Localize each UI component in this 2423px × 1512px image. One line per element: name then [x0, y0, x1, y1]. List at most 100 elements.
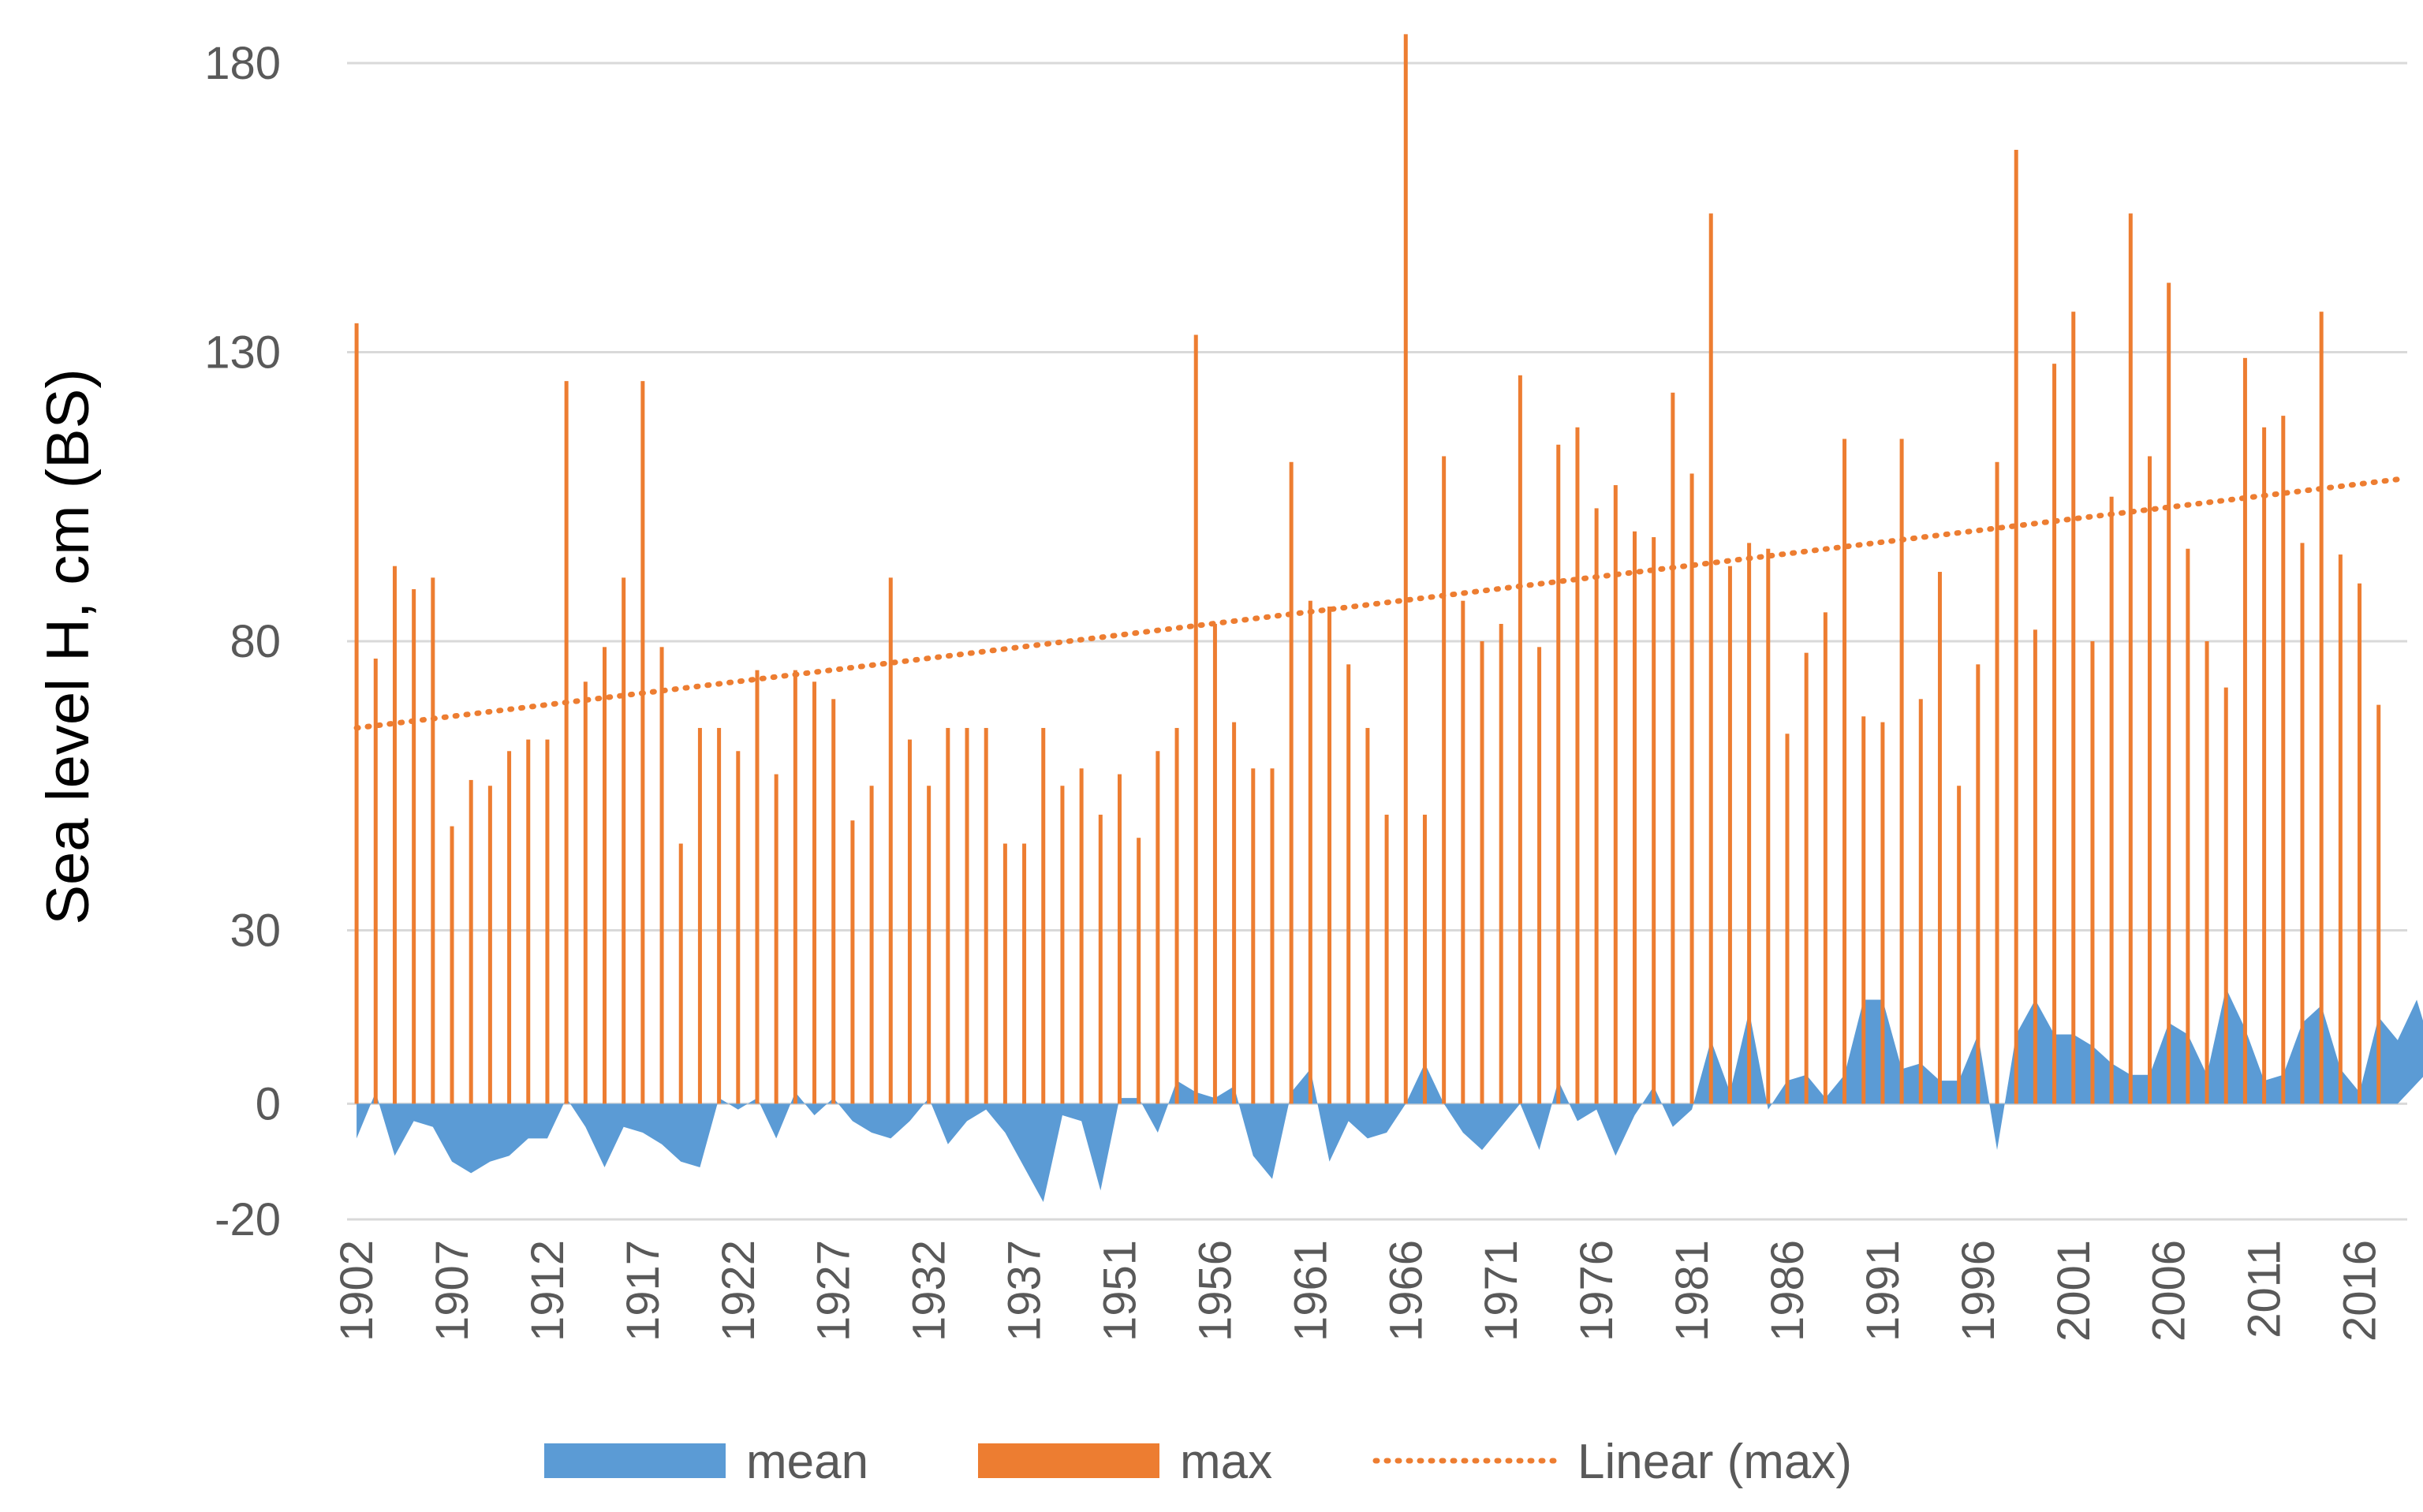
max-bar-1914	[583, 681, 588, 1104]
max-bar-1955	[1193, 334, 1198, 1104]
max-bar-1950	[1098, 814, 1103, 1104]
max-bar-1962	[1327, 607, 1332, 1104]
max-bar-1922	[736, 751, 741, 1104]
max-bar-2001	[2071, 312, 2076, 1104]
legend-label-max: max	[1180, 1435, 1272, 1489]
max-bar-1966	[1403, 34, 1408, 1104]
x-tick-label: 1922	[713, 1240, 764, 1342]
max-bar-2002	[2090, 641, 2095, 1104]
max-bar-1973	[1537, 647, 1542, 1104]
max-bar-1930	[888, 577, 893, 1104]
mean-series-area	[357, 987, 2423, 1203]
x-tick-label: 1966	[1380, 1240, 1432, 1342]
x-tick-label: 1986	[1762, 1240, 1813, 1342]
max-bar-1985	[1766, 548, 1771, 1104]
x-tick-label: 1917	[618, 1240, 669, 1342]
max-bar-1984	[1747, 543, 1752, 1104]
max-bar-1971	[1499, 624, 1503, 1104]
max-bar-2016	[2358, 583, 2362, 1104]
x-tick-label: 2006	[2144, 1240, 2195, 1342]
max-bar-2010	[2242, 357, 2247, 1104]
y-tick-label: 0	[256, 1078, 281, 1129]
max-bar-1993	[1918, 699, 1923, 1104]
gridlines	[347, 62, 2407, 1221]
max-bar-1964	[1365, 727, 1370, 1104]
x-tick-label: 1937	[999, 1240, 1051, 1342]
max-bar-1954	[1174, 727, 1179, 1104]
y-axis-ticks: -20 0 30 80 130 180	[204, 38, 281, 1245]
max-bar-1994	[1937, 572, 1942, 1104]
x-tick-label: 1902	[331, 1240, 383, 1342]
x-tick-label: 1996	[1953, 1240, 2004, 1342]
trend-line	[353, 476, 2401, 731]
max-series-bars	[354, 34, 2381, 1104]
max-bar-1959	[1270, 768, 1275, 1104]
legend-label-trend: Linear (max)	[1577, 1435, 1852, 1489]
max-bar-2009	[2223, 687, 2228, 1104]
x-tick-label: 2001	[2048, 1240, 2100, 1342]
max-bar-2015	[2338, 554, 2343, 1104]
max-bar-1932	[927, 786, 931, 1104]
max-bar-1965	[1384, 814, 1389, 1104]
y-tick-label: 130	[204, 327, 281, 379]
y-tick-label: 30	[230, 905, 281, 957]
max-bar-2007	[2186, 548, 2190, 1104]
x-tick-label: 1961	[1285, 1240, 1336, 1342]
max-bar-1978	[1633, 531, 1637, 1104]
max-bar-2006	[2167, 282, 2171, 1104]
max-bar-1904	[392, 566, 397, 1104]
max-bar-1995	[1957, 786, 1962, 1104]
max-bar-2011	[2262, 427, 2267, 1104]
max-bar-1998	[2014, 149, 2018, 1104]
max-bar-2008	[2205, 641, 2209, 1104]
x-tick-label: 1971	[1476, 1240, 1527, 1342]
x-tick-label: 1976	[1571, 1240, 1622, 1342]
max-bar-1972	[1518, 375, 1522, 1104]
max-bar-1909	[487, 786, 492, 1104]
max-bar-1979	[1652, 537, 1656, 1104]
max-bar-1981	[1689, 473, 1694, 1104]
x-tick-label: 2016	[2335, 1240, 2386, 1342]
max-bar-1923	[755, 670, 760, 1104]
y-tick-label: -20	[215, 1194, 281, 1245]
max-bar-1919	[678, 843, 683, 1104]
max-bar-1925	[793, 670, 797, 1104]
legend: mean max Linear (max)	[544, 1435, 1852, 1489]
max-bar-2014	[2319, 312, 2324, 1104]
max-bar-1999	[2033, 629, 2037, 1104]
y-tick-label: 80	[230, 616, 281, 667]
max-bar-1992	[1899, 439, 1904, 1104]
legend-swatch-mean	[544, 1443, 726, 1478]
max-bar-2004	[2128, 213, 2133, 1104]
mean-area	[357, 987, 2423, 1203]
max-bar-1928	[850, 820, 855, 1104]
max-bar-1957	[1232, 722, 1237, 1104]
trend-series-line	[353, 476, 2401, 731]
max-bar-1934	[965, 727, 969, 1104]
max-bar-1903	[373, 658, 378, 1104]
max-bar-1920	[697, 727, 702, 1104]
max-bar-1956	[1212, 624, 1217, 1104]
max-bar-1907	[450, 826, 454, 1104]
max-bar-1980	[1671, 392, 1675, 1104]
max-bar-1977	[1613, 485, 1618, 1104]
max-bar-1996	[1976, 664, 1981, 1104]
max-bar-1921	[717, 727, 722, 1104]
max-bar-1927	[831, 699, 836, 1104]
x-tick-label: 1907	[427, 1240, 478, 1342]
x-tick-label: 2011	[2239, 1240, 2290, 1338]
max-bar-1937	[1022, 843, 1027, 1104]
max-bar-1960	[1289, 461, 1294, 1104]
max-bar-1933	[946, 727, 950, 1104]
x-tick-label: 1981	[1667, 1240, 1718, 1342]
max-bar-2013	[2300, 543, 2305, 1104]
max-bar-1906	[431, 577, 435, 1104]
max-bar-1961	[1308, 600, 1312, 1104]
max-bar-1986	[1785, 734, 1790, 1104]
max-bar-1926	[812, 681, 817, 1104]
x-tick-label: 1951	[1095, 1240, 1146, 1342]
max-bar-1939	[1060, 786, 1065, 1104]
max-bar-1951	[1118, 774, 1122, 1104]
max-bar-1963	[1346, 664, 1351, 1104]
max-bar-1938	[1041, 727, 1046, 1104]
